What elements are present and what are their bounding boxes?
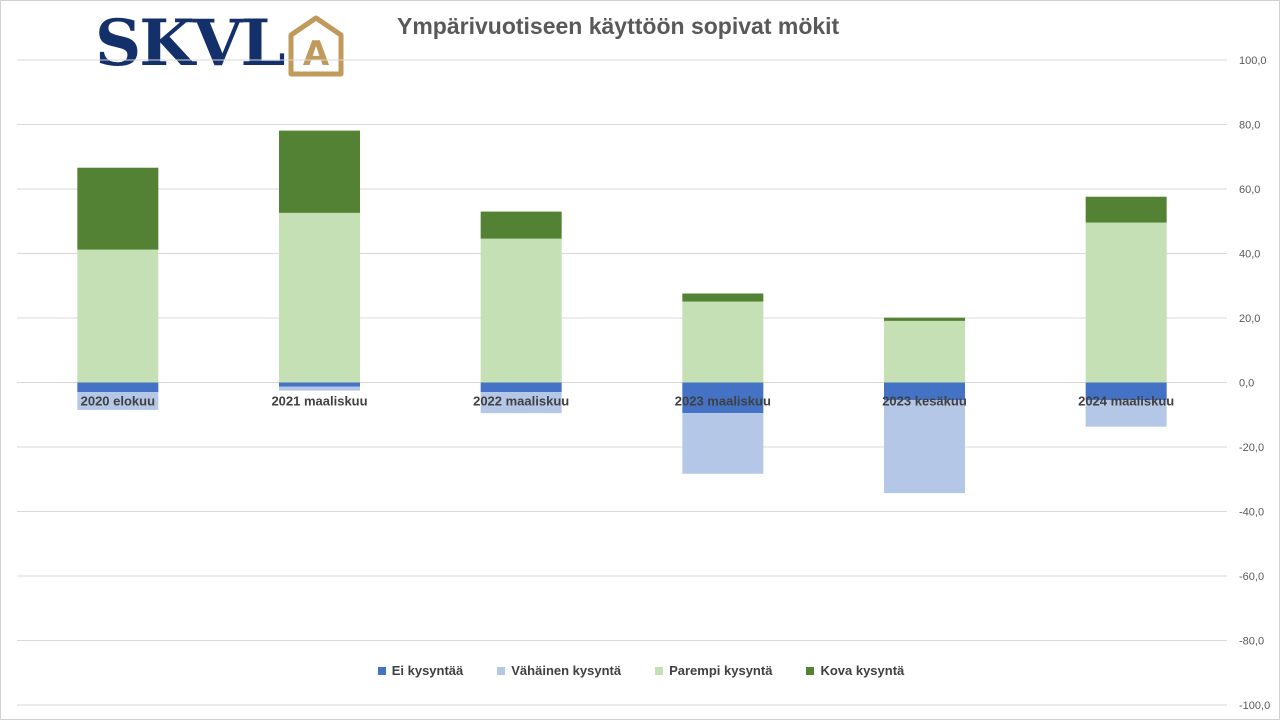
y-tick-label: 60,0 xyxy=(1239,184,1260,196)
legend-swatch xyxy=(655,666,664,675)
y-tick-label: -20,0 xyxy=(1239,442,1264,454)
bar-segment xyxy=(1085,382,1167,401)
legend-item: Vähäinen kysyntä xyxy=(497,663,621,678)
bar-segment xyxy=(884,382,965,401)
category-label: 2023 maaliskuu xyxy=(675,394,771,409)
bar-segment xyxy=(682,301,764,383)
category-label: 2022 maaliskuu xyxy=(473,394,569,409)
bar-segment xyxy=(1085,222,1167,383)
legend-swatch xyxy=(377,666,386,675)
bar-segment xyxy=(77,167,159,250)
chart-title: Ympärivuotiseen käyttöön sopivat mökit xyxy=(397,13,840,39)
bar-segment xyxy=(1085,400,1167,427)
bar-segment xyxy=(480,382,562,393)
logo-text: SKVL xyxy=(95,6,285,81)
bar-segment xyxy=(279,382,360,387)
bar-segment xyxy=(77,392,159,410)
legend-item: Ei kysyntää xyxy=(377,663,464,678)
bar-segment xyxy=(279,130,360,213)
y-tick-label: -60,0 xyxy=(1239,571,1264,583)
bar-segment xyxy=(884,317,965,321)
bar-segment xyxy=(1085,196,1167,223)
logo-mark-letter: A xyxy=(303,34,330,74)
bar-segment xyxy=(480,211,562,239)
bar-segment xyxy=(682,382,764,414)
category-label: 2021 maaliskuu xyxy=(271,394,367,409)
bar-segment xyxy=(682,293,764,302)
y-tick-label: 40,0 xyxy=(1239,249,1260,261)
y-tick-label: 80,0 xyxy=(1239,120,1260,132)
y-axis-ticks: 100,0 80,0 60,0 40,0 20,0 0,0 -20,0 -40,0 -60,0 -… xyxy=(1239,55,1270,712)
legend-label: Vähäinen kysyntä xyxy=(511,663,622,678)
bar-segment xyxy=(279,386,360,391)
bar-stacks xyxy=(77,130,1167,494)
y-tick-label: -40,0 xyxy=(1239,507,1264,519)
legend-swatch xyxy=(806,666,815,675)
legend-label: Kova kysyntä xyxy=(820,663,905,678)
bar-segment xyxy=(480,238,562,383)
category-label: 2023 kesäkuu xyxy=(882,394,967,409)
legend-label: Parempi kysyntä xyxy=(669,663,773,678)
skvl-logo: SKVL A xyxy=(95,6,351,81)
legend-item: Kova kysyntä xyxy=(806,663,904,678)
bar-segment xyxy=(884,400,965,494)
legend-swatch xyxy=(497,666,506,675)
y-tick-label: 100,0 xyxy=(1239,55,1267,67)
category-label: 2020 elokuu xyxy=(81,394,155,409)
bar-segment xyxy=(77,382,159,393)
y-tick-label: -100,0 xyxy=(1239,700,1270,712)
category-labels: 2020 elokuu 2021 maaliskuu 2022 maaliskuu 2… xyxy=(81,394,1175,409)
bar-segment xyxy=(77,249,159,383)
legend: Ei kysyntää Vähäinen kysyntä Parempi kysyn… xyxy=(1,663,1280,678)
category-label: 2024 maaliskuu xyxy=(1078,394,1174,409)
bar-segment xyxy=(884,320,965,383)
legend-item: Parempi kysyntä xyxy=(655,663,772,678)
legend-label: Ei kysyntää xyxy=(391,663,464,678)
gridlines xyxy=(17,59,1227,706)
logo-house-icon: A xyxy=(288,15,344,77)
bar-segment xyxy=(682,413,764,474)
y-tick-label: 20,0 xyxy=(1239,313,1260,325)
bar-segment xyxy=(480,392,562,414)
y-tick-label: 0,0 xyxy=(1239,378,1254,390)
y-tick-label: -80,0 xyxy=(1239,636,1264,648)
bar-segment xyxy=(279,212,360,383)
